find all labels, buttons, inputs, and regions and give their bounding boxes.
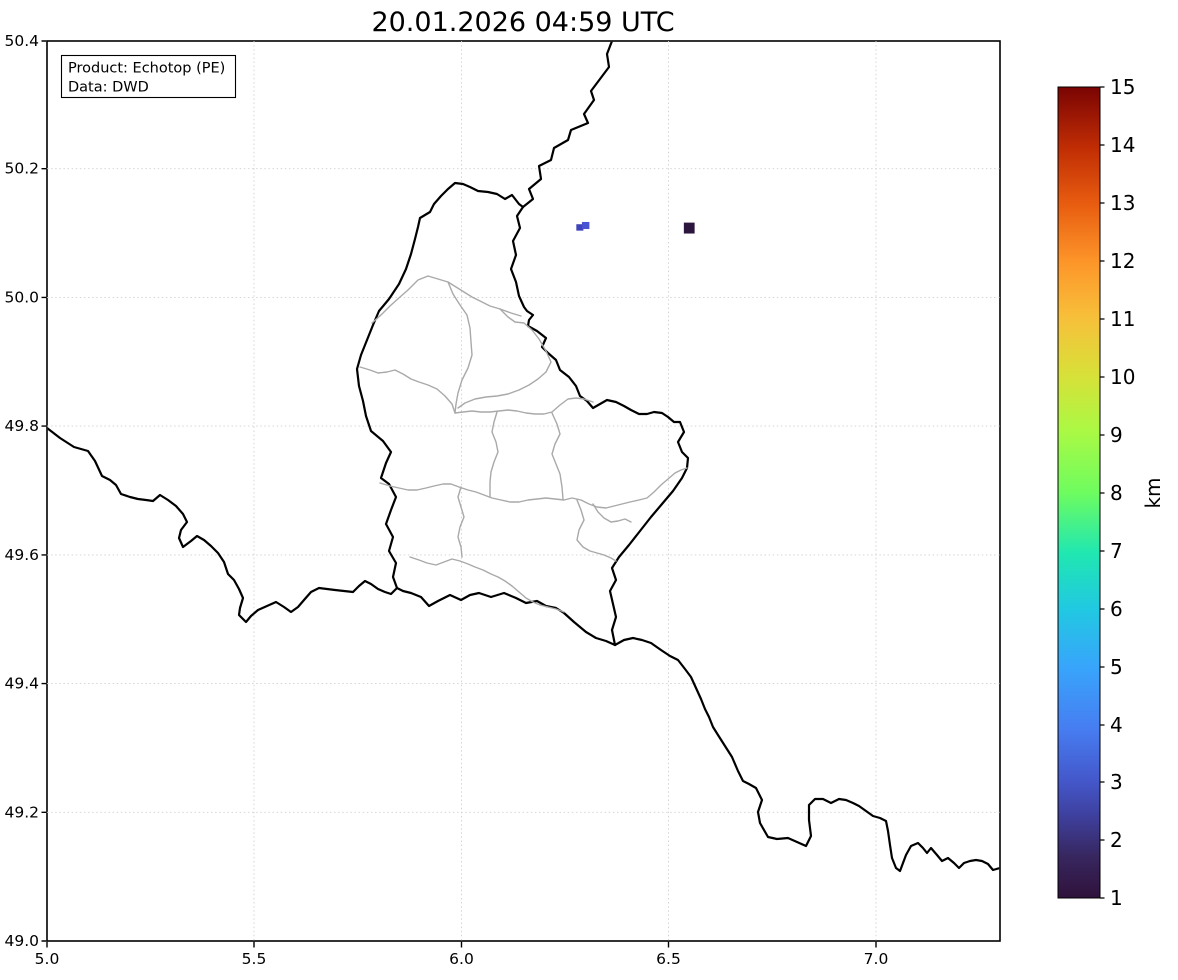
colorbar-tick-label: 2 — [1110, 828, 1123, 852]
colorbar — [1057, 86, 1101, 899]
info-box-source: Data: DWD — [68, 80, 149, 96]
colorbar-tick-label: 12 — [1110, 249, 1135, 273]
colorbar-tick-label: 11 — [1110, 307, 1135, 331]
y-tick-label: 49.6 — [4, 546, 39, 564]
y-axis-ticks — [41, 40, 47, 942]
y-tick-label: 50.2 — [4, 160, 39, 178]
x-tick-label: 6.0 — [449, 950, 474, 968]
country-border-southeast — [613, 636, 1000, 873]
x-tick-label: 5.0 — [35, 950, 60, 968]
x-axis-ticks — [46, 941, 877, 948]
colorbar-tick-label: 14 — [1110, 133, 1135, 157]
y-tick-label: 49.2 — [4, 803, 39, 821]
info-box — [60, 54, 237, 99]
colorbar-tick-label: 6 — [1110, 597, 1123, 621]
colorbar-tick-label: 4 — [1110, 713, 1123, 737]
colorbar-tick-label: 13 — [1110, 191, 1135, 215]
colorbar-tick-label: 8 — [1110, 481, 1123, 505]
y-tick-label: 49.8 — [4, 417, 39, 435]
info-box-product: Product: Echotop (PE) — [68, 61, 225, 77]
echo-pixel — [576, 224, 584, 231]
x-tick-label: 5.5 — [242, 950, 267, 968]
colorbar-tick-label: 1 — [1110, 886, 1123, 910]
y-tick-label: 49.0 — [4, 932, 39, 950]
luxembourg-border — [355, 181, 690, 647]
x-tick-label: 7.0 — [864, 950, 889, 968]
colorbar-tick-label: 15 — [1110, 75, 1135, 99]
y-tick-label: 50.4 — [4, 32, 39, 50]
plot-area — [46, 40, 1001, 942]
x-tick-label: 6.5 — [656, 950, 681, 968]
colorbar-tick-label: 7 — [1110, 539, 1123, 563]
echo-pixel — [581, 221, 590, 230]
colorbar-tick-label: 9 — [1110, 423, 1123, 447]
colorbar-tick-label: 3 — [1110, 770, 1123, 794]
colorbar-tick-label: 10 — [1110, 365, 1135, 389]
y-tick-label: 49.4 — [4, 675, 39, 693]
gridlines-horizontal — [47, 168, 1000, 813]
colorbar-axis-label: km — [1141, 477, 1165, 508]
country-border-north — [521, 41, 613, 209]
colorbar-tick-label: 5 — [1110, 655, 1123, 679]
country-border-west — [47, 427, 399, 624]
plot-title: 20.01.2026 04:59 UTC — [371, 7, 674, 38]
colorbar-ticks — [1100, 86, 1105, 899]
y-tick-label: 50.0 — [4, 288, 39, 306]
echo-pixel — [683, 222, 695, 234]
echo-pixels — [576, 221, 695, 234]
canton-borders — [359, 275, 688, 613]
